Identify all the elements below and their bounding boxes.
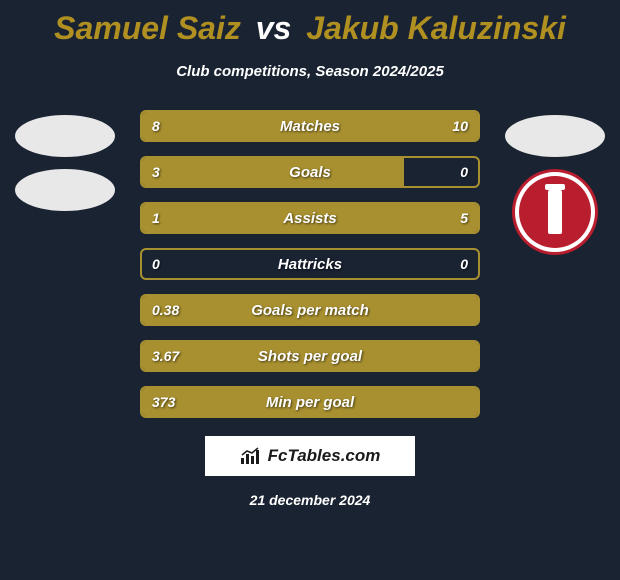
club-logo-placeholder	[505, 115, 605, 157]
stat-row: 0.38Goals per match	[140, 294, 480, 326]
stat-label: Goals	[142, 164, 478, 181]
stat-label: Hattricks	[142, 256, 478, 273]
club-logo-placeholder	[15, 169, 115, 211]
date-text: 21 december 2024	[0, 492, 620, 508]
club-logo-placeholder	[15, 115, 115, 157]
stat-value-right: 0	[460, 164, 468, 180]
stats-bars: 8Matches103Goals01Assists50Hattricks00.3…	[140, 110, 480, 418]
stat-label: Matches	[142, 118, 478, 135]
stat-value-right: 0	[460, 256, 468, 272]
club-badge	[512, 169, 598, 255]
chart-icon	[240, 447, 262, 465]
stat-value-right: 10	[452, 118, 468, 134]
stat-row: 3Goals0	[140, 156, 480, 188]
comparison-title: Samuel Saiz vs Jakub Kaluzinski	[0, 0, 620, 47]
stat-row: 1Assists5	[140, 202, 480, 234]
right-club-logos	[500, 115, 610, 255]
pillar-icon	[548, 190, 562, 234]
stat-row: 8Matches10	[140, 110, 480, 142]
vs-text: vs	[256, 10, 292, 46]
stat-value-right: 5	[460, 210, 468, 226]
player1-name: Samuel Saiz	[54, 10, 241, 46]
left-club-logos	[10, 115, 120, 223]
stat-label: Assists	[142, 210, 478, 227]
stat-label: Goals per match	[142, 302, 478, 319]
watermark: FcTables.com	[205, 436, 415, 476]
stat-label: Shots per goal	[142, 348, 478, 365]
club-badge-inner	[519, 176, 591, 248]
player2-name: Jakub Kaluzinski	[306, 10, 566, 46]
watermark-text: FcTables.com	[268, 446, 381, 466]
stat-label: Min per goal	[142, 394, 478, 411]
stat-row: 3.67Shots per goal	[140, 340, 480, 372]
stat-row: 373Min per goal	[140, 386, 480, 418]
stat-row: 0Hattricks0	[140, 248, 480, 280]
subtitle: Club competitions, Season 2024/2025	[0, 63, 620, 80]
